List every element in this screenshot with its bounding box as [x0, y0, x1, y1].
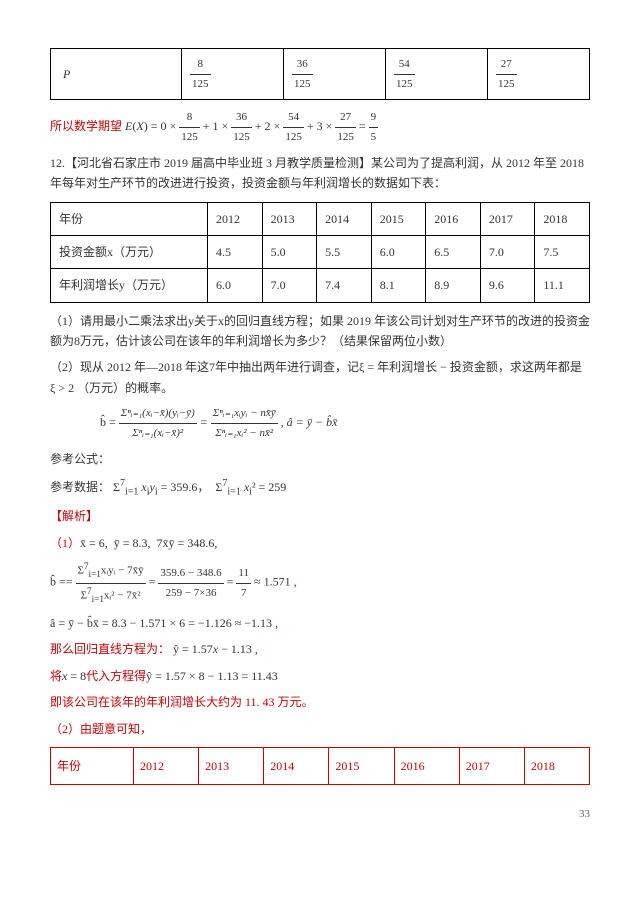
cell: 7.4: [317, 269, 372, 302]
cell: 6.0: [208, 269, 263, 302]
cell: 6.0: [371, 235, 426, 268]
cell: 11.1: [535, 269, 590, 302]
table-row: 年份 2012 2013 2014 2015 2016 2017 2018: [51, 748, 590, 785]
analysis-header: 【解析】: [50, 506, 590, 526]
cell: 4.5: [208, 235, 263, 268]
q12-header: 12.【河北省石家庄市 2019 届高中毕业班 3 月教学质量检测】某公司为了提…: [50, 153, 590, 194]
table-row: 投资金额x（万元） 4.5 5.0 5.5 6.0 6.5 7.0 7.5: [51, 235, 590, 268]
cell: 2016: [426, 202, 481, 235]
expectation-line: 所以数学期望 E(X) = 0 × 8125 + 1 × 36125 + 2 ×…: [50, 108, 590, 146]
table-row: 年利润增长y（万元） 6.0 7.0 7.4 8.1 8.9 9.6 11.1: [51, 269, 590, 302]
sub-prefix: 将: [50, 669, 62, 683]
ref-formula-display: b̂ = Σⁿᵢ₌₁(xᵢ−x̄)(yᵢ−ȳ)Σⁿᵢ₌₁(xᵢ−x̄)² = Σ…: [50, 404, 590, 442]
cell: 2014: [317, 202, 372, 235]
cell: 2012: [208, 202, 263, 235]
step-a-hat: â = ȳ − b̂x̄ = 8.3 − 1.571 × 6 = −1.126 …: [50, 613, 590, 633]
q2-text: （2）现从 2012 年—2018 年这7年中抽出两年进行调查，记ξ = 年利润…: [50, 357, 590, 398]
ref-formula-label: 参考公式：: [50, 449, 590, 469]
cell: 2012: [134, 748, 199, 785]
cell: 2014: [264, 748, 329, 785]
cell: 8.1: [371, 269, 426, 302]
cell-label: P: [51, 49, 182, 100]
table-row: P 8125 36125 54125 27125: [51, 49, 590, 100]
prob-table: P 8125 36125 54125 27125: [50, 48, 590, 100]
fraction: 27125: [496, 55, 517, 93]
cell-frac: 54125: [386, 49, 488, 100]
ref-data-label: 参考数据：: [50, 480, 110, 494]
reg-line-prefix: 那么回归直线方程为：: [50, 642, 170, 656]
ref-formula-label-text: 参考公式：: [50, 452, 110, 466]
cell: 7.0: [480, 235, 535, 268]
step-b-hat: b̂ == Σ7i=1xᵢyᵢ − 7x̄ȳΣ7i=1xᵢ² − 7x̄² = …: [50, 559, 590, 607]
cell: 2013: [199, 748, 264, 785]
q1-text: （1）请用最小二乘法求出y关于x的回归直线方程；如果 2019 年该公司计划对生…: [50, 311, 590, 352]
expect-prefix: 所以数学期望: [50, 119, 122, 133]
page-number: 33: [50, 805, 590, 824]
fraction: 36125: [292, 55, 313, 93]
row-invest-label: 投资金额x（万元）: [51, 235, 208, 268]
fraction: 8125: [190, 55, 211, 93]
fraction: 54125: [394, 55, 415, 93]
ref-data-line: 参考数据： Σ7i=1 xiyi = 359.6， Σ7i=1 xi² = 25…: [50, 475, 590, 500]
cell: 2016: [394, 748, 459, 785]
cell: 6.5: [426, 235, 481, 268]
data-table: 年份 2012 2013 2014 2015 2016 2017 2018 投资…: [50, 202, 590, 303]
cell: 2013: [262, 202, 317, 235]
regression-line: 那么回归直线方程为： ŷ = 1.57x − 1.13 ,: [50, 639, 590, 659]
cell: 2015: [371, 202, 426, 235]
cell-frac: 27125: [488, 49, 590, 100]
conclusion: 即该公司在该年的年利润增长大约为 11. 43 万元。: [50, 692, 590, 712]
q2-step: （2）由题意可知，: [50, 719, 590, 739]
cell: 2015: [329, 748, 394, 785]
cell-frac: 8125: [182, 49, 284, 100]
cell-frac: 36125: [284, 49, 386, 100]
year-table-red: 年份 2012 2013 2014 2015 2016 2017 2018: [50, 747, 590, 785]
p-label: P: [63, 67, 70, 81]
step1: （1）x̄ = 6, ȳ = 8.3, 7x̄ȳ = 348.6,: [50, 533, 590, 553]
cell: 2017: [459, 748, 524, 785]
cell: 5.0: [262, 235, 317, 268]
col-year-label: 年份: [51, 202, 208, 235]
cell: 2017: [480, 202, 535, 235]
row-profit-label: 年利润增长y（万元）: [51, 269, 208, 302]
cell: 9.6: [480, 269, 535, 302]
col-year-label: 年份: [51, 748, 134, 785]
cell: 5.5: [317, 235, 372, 268]
sub-mid: 代入方程得: [86, 669, 146, 683]
cell: 2018: [535, 202, 590, 235]
cell: 7.5: [535, 235, 590, 268]
cell: 7.0: [262, 269, 317, 302]
cell: 8.9: [426, 269, 481, 302]
substitute-line: 将x = 8代入方程得ŷ = 1.57 × 8 − 1.13 = 11.43: [50, 666, 590, 686]
cell: 2018: [524, 748, 589, 785]
table-row: 年份 2012 2013 2014 2015 2016 2017 2018: [51, 202, 590, 235]
